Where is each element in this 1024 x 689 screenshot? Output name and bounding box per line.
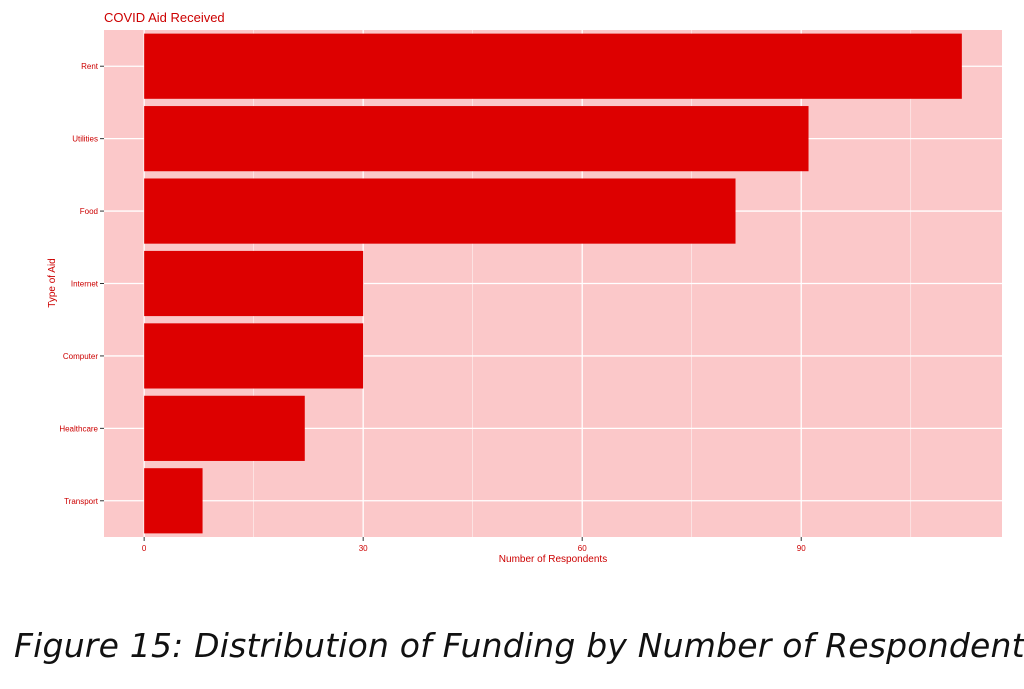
bar-computer <box>144 323 364 389</box>
figure-caption: Figure 15: Distribution of Funding by Nu… <box>14 626 1024 665</box>
y-axis: Rent Utilities Food Internet Computer Healthc… <box>59 62 104 506</box>
bar-healthcare <box>144 395 305 461</box>
y-tick-label: Internet <box>71 280 99 289</box>
y-tick-label: Utilities <box>72 135 98 144</box>
y-tick-label: Rent <box>81 62 99 71</box>
bar-food <box>144 178 736 244</box>
y-tick-label: Computer <box>63 352 98 361</box>
y-axis-label: Type of Aid <box>47 258 58 307</box>
x-axis: 0 30 60 90 <box>142 537 806 553</box>
bar-utilities <box>144 106 809 172</box>
bars <box>144 33 962 534</box>
y-tick-label: Transport <box>64 497 99 506</box>
y-tick-label: Healthcare <box>59 424 98 433</box>
x-tick-label: 90 <box>797 544 806 553</box>
bar-rent <box>144 33 962 99</box>
bar-transport <box>144 468 203 534</box>
chart-title: COVID Aid Received <box>104 10 225 25</box>
x-tick-label: 30 <box>359 544 368 553</box>
x-axis-label: Number of Respondents <box>499 554 607 565</box>
bar-internet <box>144 250 364 317</box>
x-tick-label: 60 <box>578 544 587 553</box>
y-tick-label: Food <box>80 207 98 216</box>
x-tick-label: 0 <box>142 544 147 553</box>
bar-chart: COVID Aid Received Rent Utilities Food Inte… <box>47 10 1002 565</box>
